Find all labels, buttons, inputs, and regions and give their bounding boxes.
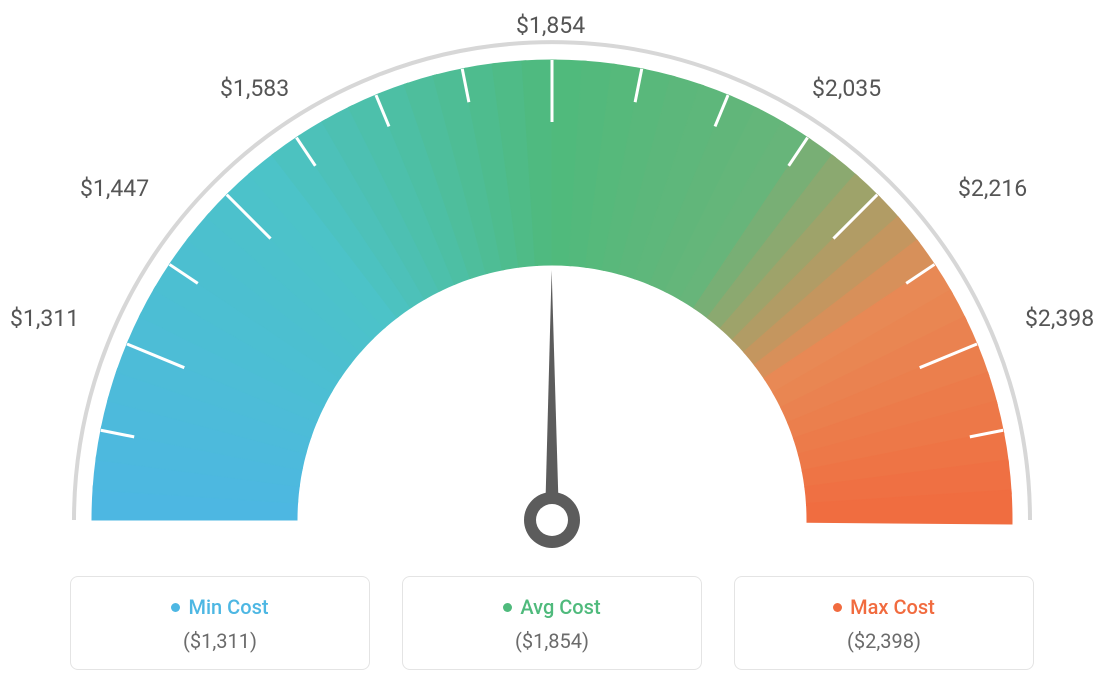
legend-min-label: Min Cost	[188, 595, 268, 619]
legend-avg-value: ($1,854)	[423, 629, 681, 653]
gauge-tick-label: $1,447	[80, 175, 149, 202]
legend-max-label: Max Cost	[850, 595, 935, 619]
legend-max-value: ($2,398)	[755, 629, 1013, 653]
gauge-tick-label: $2,398	[1025, 305, 1094, 332]
gauge-tick-label: $2,035	[812, 75, 881, 102]
gauge-tick-label: $2,216	[958, 175, 1027, 202]
legend-max-title: Max Cost	[755, 595, 1013, 619]
gauge-tick-label: $1,583	[220, 75, 289, 102]
legend-avg-label: Avg Cost	[520, 595, 600, 619]
cost-gauge-container: $1,311 $1,447 $1,583 $1,854 $2,035 $2,216 $2,3…	[0, 0, 1104, 690]
legend-min: Min Cost ($1,311)	[70, 576, 370, 670]
dot-icon	[171, 603, 180, 612]
legend-min-title: Min Cost	[91, 595, 349, 619]
legend-min-value: ($1,311)	[91, 629, 349, 653]
dot-icon	[503, 603, 512, 612]
legend-avg-title: Avg Cost	[423, 595, 681, 619]
gauge-svg	[52, 10, 1052, 570]
dot-icon	[833, 603, 842, 612]
legend-max: Max Cost ($2,398)	[734, 576, 1034, 670]
legend-avg: Avg Cost ($1,854)	[402, 576, 702, 670]
gauge-tick-label: $1,311	[10, 305, 79, 332]
legend-row: Min Cost ($1,311) Avg Cost ($1,854) Max …	[0, 576, 1104, 670]
gauge-chart: $1,311 $1,447 $1,583 $1,854 $2,035 $2,216 $2,3…	[0, 10, 1104, 570]
gauge-tick-label: $1,854	[516, 12, 585, 39]
